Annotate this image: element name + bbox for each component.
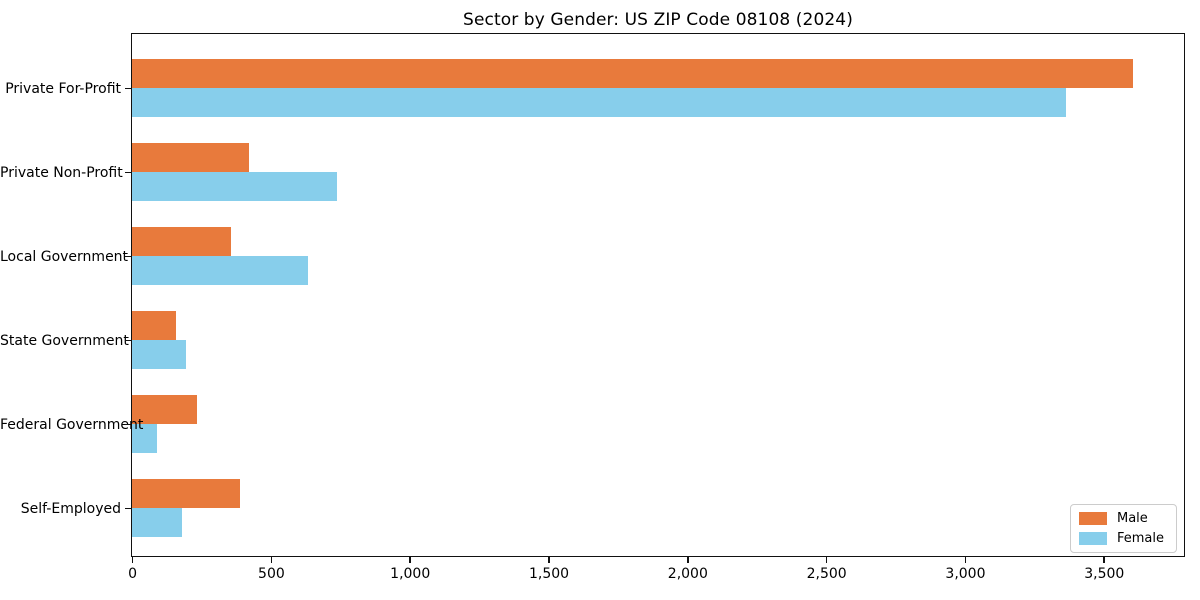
xtick-label-0: 0 xyxy=(128,566,138,582)
xtick-mark xyxy=(687,557,689,563)
bar-male-federal-government xyxy=(132,395,198,424)
ytick-mark xyxy=(125,507,131,510)
xtick-mark xyxy=(825,557,828,563)
xtick-mark xyxy=(548,557,550,563)
female-swatch-icon xyxy=(1078,532,1107,545)
bar-female-self-employed xyxy=(132,508,182,537)
legend-entry-male: Male xyxy=(1078,511,1166,526)
xtick-mark xyxy=(131,557,134,563)
bar-male-state-government xyxy=(132,311,177,340)
bar-female-federal-government xyxy=(132,424,157,453)
legend-label-male: Male xyxy=(1116,511,1148,526)
xtick-label-2500: 2,500 xyxy=(806,566,847,582)
ytick-mark xyxy=(125,171,131,174)
xtick-label-500: 500 xyxy=(258,566,285,582)
plot-area: Male Female xyxy=(131,33,1185,557)
ytick-label-state-government: State Government xyxy=(0,332,129,349)
bar-female-local-government xyxy=(132,256,309,285)
legend: Male Female xyxy=(1069,504,1177,553)
bar-female-state-government xyxy=(132,340,187,369)
ytick-mark xyxy=(125,423,131,426)
male-swatch-icon xyxy=(1078,512,1107,525)
ytick-label-self-employed: Self-Employed xyxy=(20,500,121,517)
xtick-mark xyxy=(409,557,412,563)
xtick-label-3000: 3,000 xyxy=(945,566,986,582)
bar-female-private-non-profit xyxy=(132,172,338,201)
bar-male-self-employed xyxy=(132,479,241,508)
ytick-mark xyxy=(125,339,131,342)
xtick-label-1000: 1,000 xyxy=(390,566,431,582)
ytick-label-local-government: Local Government xyxy=(0,248,129,265)
ytick-label-private-non-profit: Private Non-Profit xyxy=(0,164,123,181)
xtick-mark xyxy=(270,557,273,563)
ytick-mark xyxy=(125,87,131,90)
legend-label-female: Female xyxy=(1116,531,1164,546)
chart-title: Sector by Gender: US ZIP Code 08108 (202… xyxy=(463,10,853,30)
legend-entry-female: Female xyxy=(1078,531,1166,546)
bar-male-local-government xyxy=(132,227,231,256)
bar-male-private-non-profit xyxy=(132,143,249,172)
ytick-label-federal-government: Federal Government xyxy=(0,416,144,433)
ytick-mark xyxy=(125,255,131,258)
xtick-label-3500: 3,500 xyxy=(1084,566,1125,582)
xtick-mark xyxy=(964,557,967,563)
xtick-mark xyxy=(1103,557,1106,563)
ytick-label-private-for-profit: Private For-Profit xyxy=(5,80,121,97)
xtick-label-1500: 1,500 xyxy=(528,566,570,582)
bar-female-private-for-profit xyxy=(132,88,1067,117)
bar-male-private-for-profit xyxy=(132,59,1133,88)
xtick-label-2000: 2,000 xyxy=(667,566,708,582)
